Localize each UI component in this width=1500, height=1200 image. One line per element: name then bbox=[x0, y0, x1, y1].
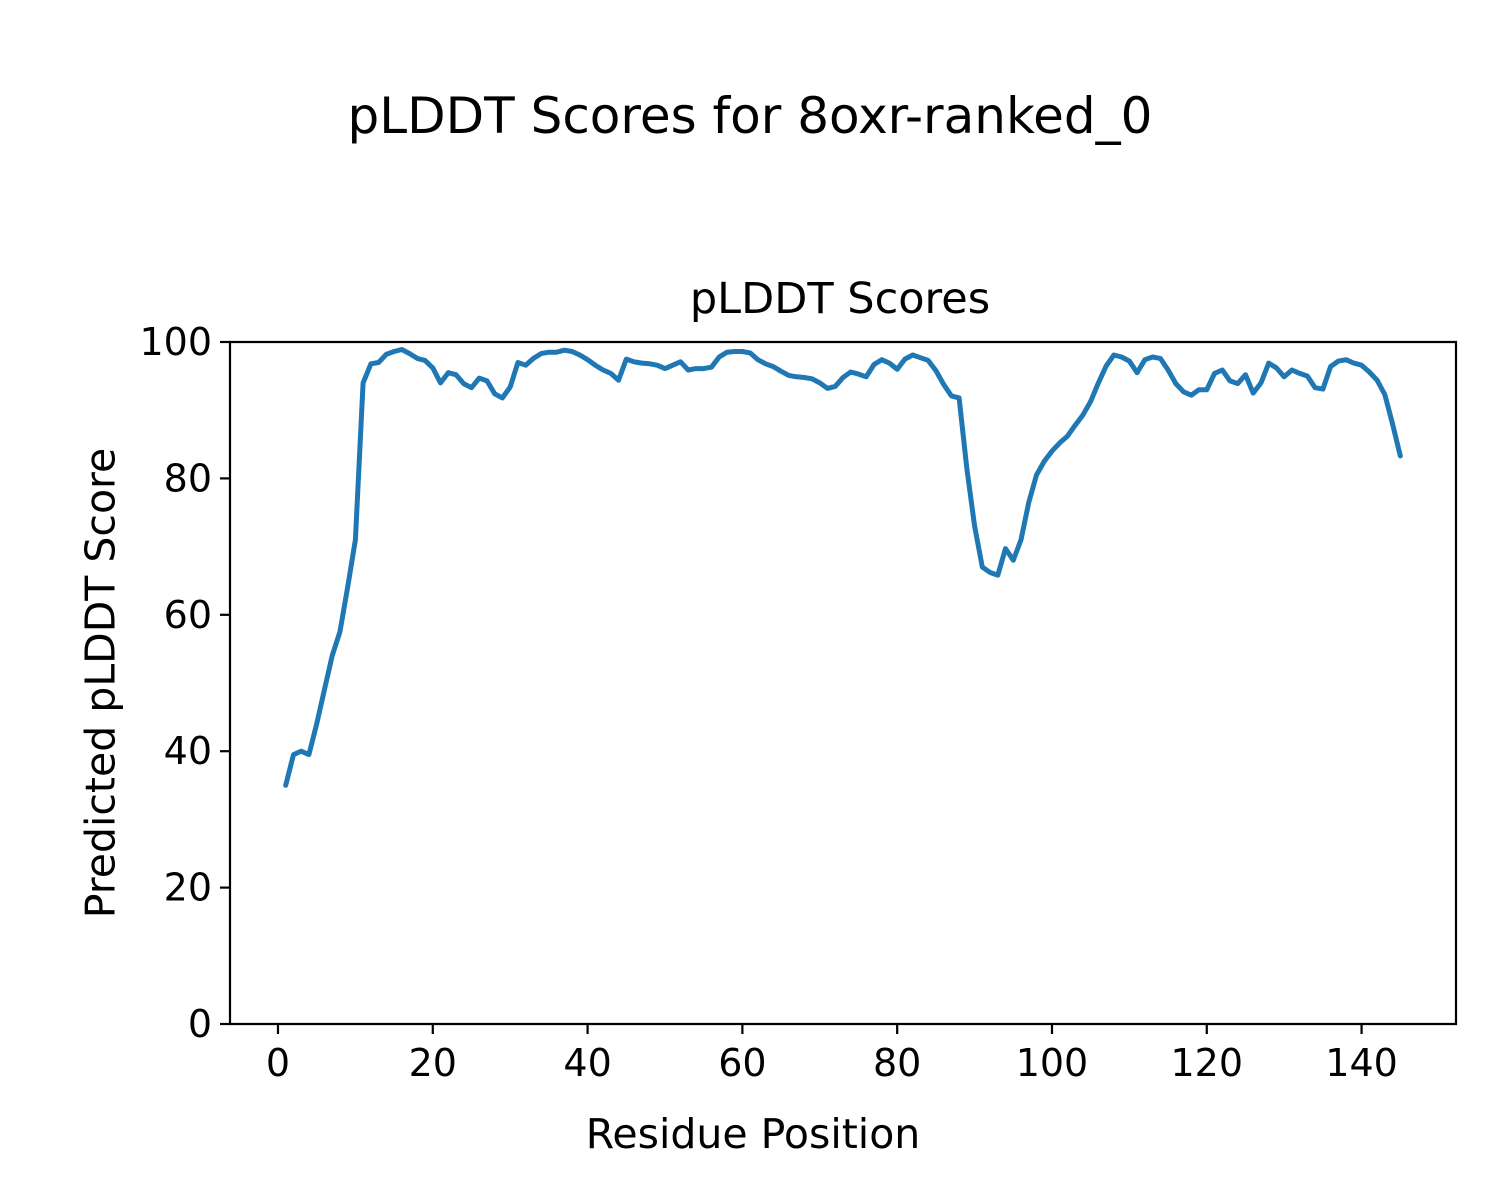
x-tick-label: 140 bbox=[1325, 1041, 1398, 1085]
x-tick-label: 120 bbox=[1171, 1041, 1244, 1085]
y-tick-label: 0 bbox=[188, 1002, 212, 1046]
y-tick-label: 40 bbox=[164, 729, 212, 773]
y-tick-label: 100 bbox=[139, 320, 212, 364]
axes-frame bbox=[228, 340, 1458, 1026]
x-axis-label: Residue Position bbox=[585, 1110, 921, 1158]
plddt-line bbox=[283, 347, 1403, 788]
figure-title: pLDDT Scores for 8oxr-ranked_0 bbox=[347, 87, 1153, 145]
x-tick-label: 80 bbox=[873, 1041, 921, 1085]
y-tick-label: 60 bbox=[164, 593, 212, 637]
x-tick-label: 20 bbox=[409, 1041, 457, 1085]
y-tick-label: 20 bbox=[164, 866, 212, 910]
y-tick-label: 80 bbox=[164, 456, 212, 500]
x-tick-label: 100 bbox=[1016, 1041, 1089, 1085]
x-tick-label: 60 bbox=[718, 1041, 766, 1085]
axes-title: pLDDT Scores bbox=[689, 274, 991, 324]
x-tick-label: 0 bbox=[266, 1041, 290, 1085]
x-tick-label: 40 bbox=[563, 1041, 611, 1085]
